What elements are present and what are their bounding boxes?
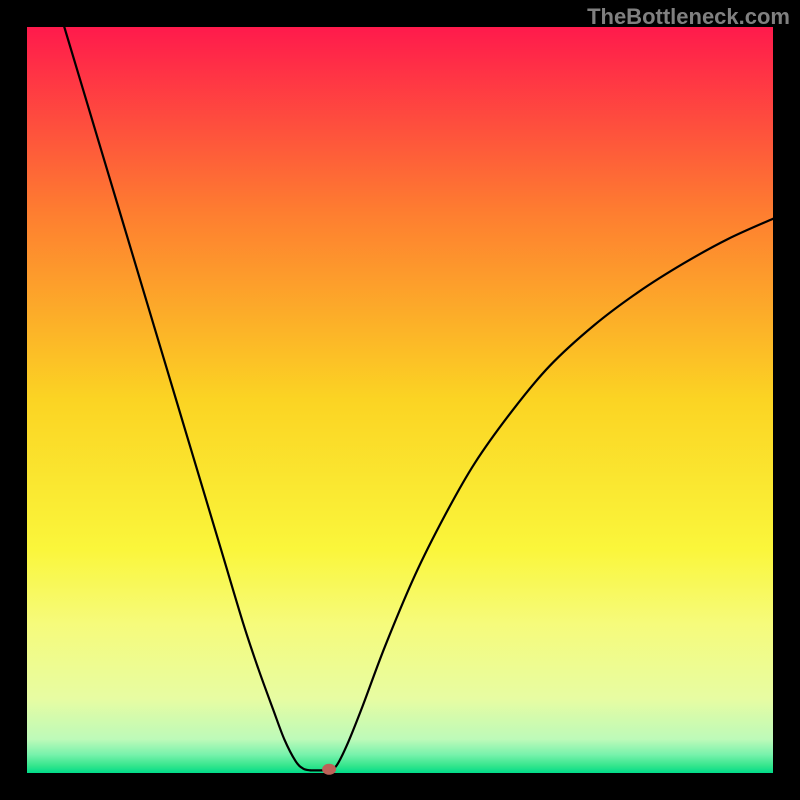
optimal-point-marker [323, 764, 336, 774]
chart-container: TheBottleneck.com [0, 0, 800, 800]
bottleneck-chart [0, 0, 800, 800]
watermark-label: TheBottleneck.com [587, 4, 790, 30]
plot-background [27, 27, 773, 773]
